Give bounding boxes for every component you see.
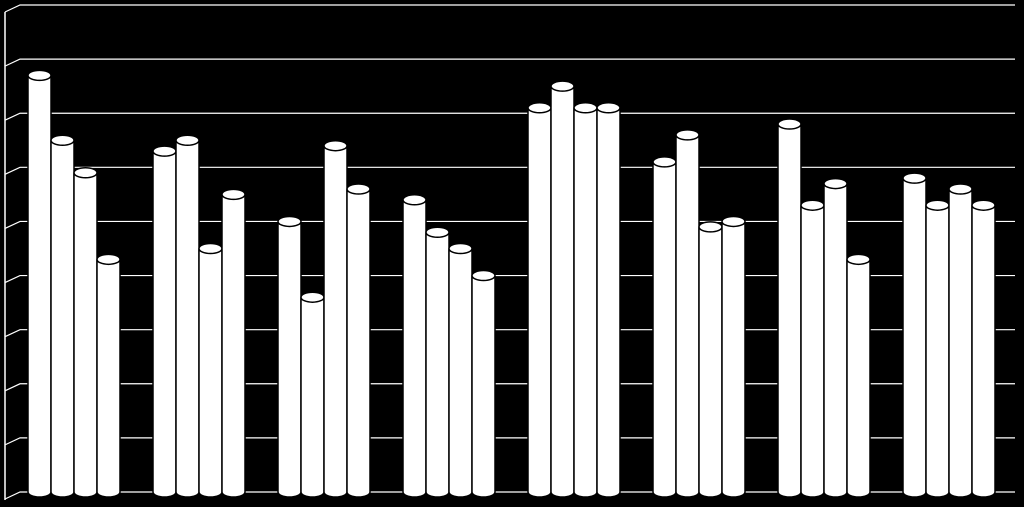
bar	[971, 199, 996, 498]
bar	[846, 253, 871, 498]
bar	[27, 69, 52, 498]
bar	[96, 253, 121, 498]
bar	[277, 215, 302, 498]
bar	[198, 242, 223, 498]
bar	[652, 156, 677, 498]
bar	[777, 118, 802, 498]
bar	[323, 139, 348, 498]
bar	[596, 102, 621, 498]
bar	[448, 242, 473, 498]
bar	[425, 226, 450, 498]
bar	[175, 134, 200, 498]
bar	[346, 183, 371, 498]
bar	[800, 199, 825, 498]
bar	[221, 188, 246, 498]
grid-line	[4, 4, 1015, 13]
bar	[925, 199, 950, 498]
grid-line	[4, 58, 1015, 67]
grid-line	[4, 112, 1015, 121]
bar	[527, 102, 552, 498]
bar	[471, 269, 496, 498]
bar	[550, 80, 575, 498]
bar	[50, 134, 75, 498]
bar	[73, 167, 98, 498]
bar	[948, 183, 973, 498]
bar	[152, 145, 177, 498]
bar	[573, 102, 598, 498]
bar	[902, 172, 927, 498]
bar	[675, 129, 700, 498]
bar	[300, 291, 325, 498]
bar	[721, 215, 746, 498]
bar	[402, 194, 427, 498]
bar	[823, 177, 848, 498]
bar	[698, 221, 723, 498]
